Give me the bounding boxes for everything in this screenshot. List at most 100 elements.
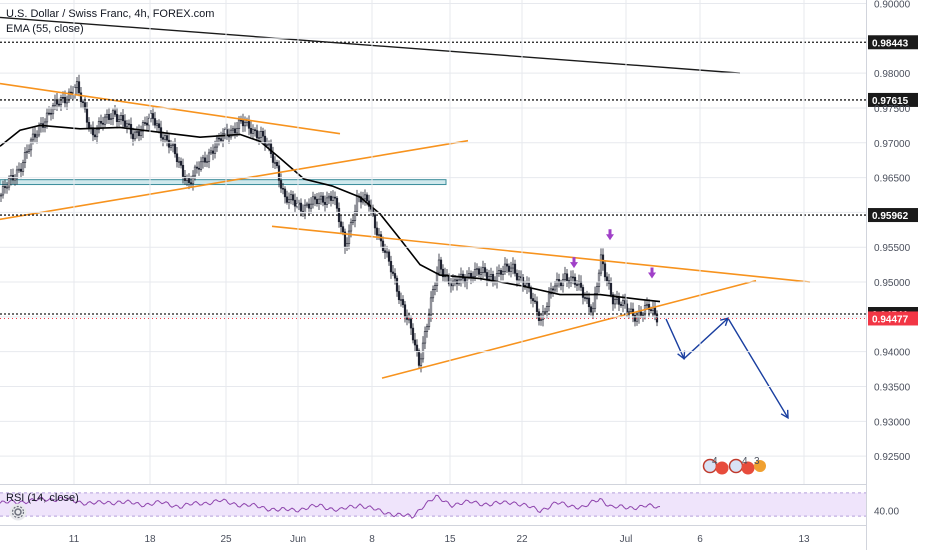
candle-body — [83, 102, 87, 110]
projection-arrowhead-3 — [780, 409, 789, 420]
candle-body — [191, 175, 195, 185]
price-tick-label: 0.95500 — [874, 243, 911, 254]
candle-body — [1, 186, 5, 196]
candle-body — [9, 175, 13, 179]
rsi-value-label: 40.00 — [874, 506, 899, 517]
candle-body — [121, 115, 125, 122]
candle-body — [7, 178, 11, 188]
time-tick-label: Jun — [290, 534, 306, 545]
candle-body — [421, 342, 425, 360]
candle-body — [189, 182, 193, 185]
candle-body — [337, 208, 341, 223]
candle-body — [65, 99, 69, 104]
candle-body — [581, 287, 585, 298]
candle-body — [291, 194, 295, 201]
time-tick-label: 8 — [369, 534, 375, 545]
candle-body — [287, 199, 291, 203]
rsi-indicator-label[interactable]: RSI (14, close) — [6, 492, 79, 504]
candle-body — [31, 133, 35, 141]
candle-body — [537, 311, 541, 321]
candle-body — [155, 123, 159, 126]
candle-body — [197, 167, 201, 170]
candle-body — [57, 103, 61, 106]
candle-body — [495, 273, 499, 282]
candle-body — [75, 81, 79, 88]
candle-body — [99, 120, 103, 124]
candle-body — [411, 327, 415, 341]
candle-body — [565, 273, 569, 281]
price-level-value: 0.97615 — [872, 96, 909, 107]
candle-body — [503, 263, 507, 272]
candle-body — [303, 204, 307, 213]
candle-body — [293, 199, 297, 207]
candle-body — [211, 150, 215, 154]
settings-gear-icon[interactable] — [9, 503, 27, 521]
candle-body — [111, 110, 115, 120]
ema-indicator-label[interactable]: EMA (55, close) — [6, 23, 84, 35]
long-downtrend-line[interactable] — [0, 16, 741, 74]
candle-body — [35, 134, 39, 138]
candle-body — [109, 118, 113, 121]
projection-path[interactable] — [665, 317, 789, 419]
candle-body — [61, 97, 65, 99]
candle-body — [119, 115, 123, 120]
candle-body — [533, 300, 537, 303]
candle-body — [241, 120, 245, 127]
candle-body — [481, 267, 485, 273]
candle-body — [365, 194, 369, 202]
down-arrow-marker-icon[interactable] — [606, 229, 614, 241]
down-arrow-marker-icon[interactable] — [570, 257, 578, 269]
time-axis: 11 18 25 Jun 8 15 22 Jul 6 13 — [69, 0, 810, 545]
candle-body — [385, 251, 389, 254]
candle-body — [441, 268, 445, 278]
events-count-b: 4 — [742, 456, 748, 467]
event-dot-icon[interactable] — [754, 460, 766, 472]
candle-body — [299, 202, 303, 212]
candle-body — [491, 274, 495, 282]
candle-body — [551, 288, 555, 291]
candle-body — [341, 226, 345, 233]
candle-body — [333, 196, 337, 199]
candle-body — [335, 197, 339, 209]
candle-body — [319, 195, 323, 200]
events-count-a: 4 — [712, 456, 718, 467]
wedge-bottom-line[interactable] — [381, 279, 757, 379]
candle-body — [213, 146, 217, 154]
candle-body — [355, 195, 359, 212]
candle-body — [637, 311, 641, 318]
candle-body — [575, 284, 579, 286]
candle-body — [15, 169, 19, 179]
candle-body — [221, 133, 225, 141]
candle-body — [627, 311, 631, 314]
candle-body — [127, 123, 131, 126]
candle-body — [285, 196, 289, 203]
upper-channel-line[interactable] — [0, 82, 341, 135]
candle-body — [597, 272, 601, 287]
flag-ch-icon[interactable] — [715, 461, 729, 475]
flag-ch-icon-2[interactable] — [741, 461, 755, 475]
candle-body — [115, 114, 119, 122]
time-tick-label: 25 — [220, 534, 232, 545]
candle-body — [265, 144, 269, 146]
candle-body — [283, 188, 287, 198]
candle-body — [477, 268, 481, 275]
flag-us-icon-2[interactable] — [728, 458, 744, 474]
candle-body — [383, 250, 387, 253]
candle-body — [451, 280, 455, 287]
rising-trendline[interactable] — [0, 139, 469, 221]
events-badges[interactable]: 4 4 3 — [702, 456, 767, 475]
wedge-top-line[interactable] — [271, 225, 811, 283]
down-arrow-marker-icon[interactable] — [648, 267, 656, 279]
current-price-badge — [868, 311, 918, 326]
candle-body — [13, 177, 17, 181]
candle-body — [397, 291, 401, 301]
candle-body — [229, 129, 233, 138]
candle-body — [467, 272, 471, 278]
candle-body — [231, 128, 235, 131]
candle-body — [389, 261, 393, 273]
candle-body — [555, 279, 559, 287]
candle-body — [143, 122, 147, 124]
candle-body — [595, 286, 599, 294]
candle-body — [395, 277, 399, 292]
candle-body — [499, 270, 503, 275]
